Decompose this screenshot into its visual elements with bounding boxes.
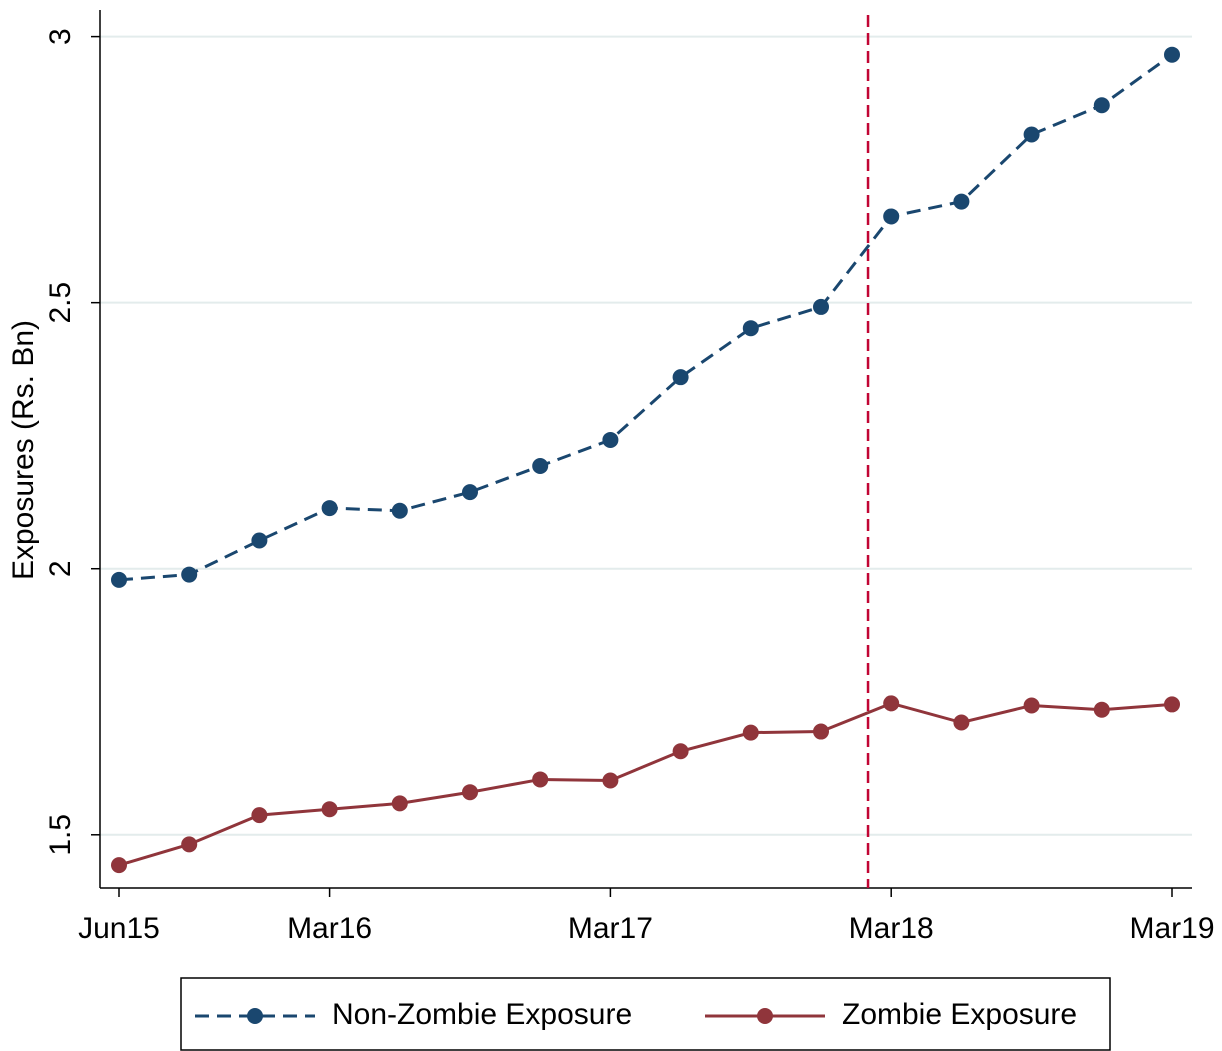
point [321, 801, 338, 818]
point [181, 836, 198, 853]
legend-box [180, 977, 1111, 1051]
point [602, 772, 619, 789]
point [251, 532, 268, 549]
point [111, 857, 127, 874]
point [953, 714, 970, 731]
point [321, 500, 338, 517]
point [1023, 697, 1040, 714]
x-tick-label: Mar16 [287, 912, 372, 945]
point [1093, 97, 1110, 114]
point [391, 795, 408, 812]
point [1164, 46, 1180, 63]
point [742, 724, 759, 741]
point [532, 771, 549, 788]
point [1093, 701, 1110, 718]
point [742, 320, 759, 337]
point [462, 484, 478, 501]
point [672, 743, 689, 760]
point [462, 784, 478, 801]
y-tick-label: 3 [44, 28, 77, 45]
x-tick-label: Mar17 [568, 912, 653, 945]
point [883, 208, 900, 225]
point [251, 807, 268, 824]
x-tick-label: Mar19 [1129, 912, 1214, 945]
legend-marker [757, 1008, 773, 1024]
legend-marker [247, 1008, 263, 1024]
point [181, 566, 198, 583]
x-tick-label: Mar18 [849, 912, 934, 945]
series-line [118, 53, 1173, 582]
point [883, 695, 900, 712]
legend-item: Zombie Exposure [705, 998, 1077, 1031]
point [813, 723, 829, 740]
point [813, 298, 829, 315]
y-axis-label: Exposures (Rs. Bn) [7, 320, 40, 580]
point [1164, 696, 1180, 713]
legend-label: Non-Zombie Exposure [332, 998, 632, 1031]
point [602, 431, 619, 448]
x-tick-label: Jun15 [78, 912, 160, 945]
legend-item: Non-Zombie Exposure [195, 998, 632, 1031]
y-tick-label: 2.5 [44, 282, 77, 324]
point [1023, 126, 1040, 143]
point [111, 571, 127, 588]
y-tick-label: 2 [44, 560, 77, 577]
y-tick-label: 1.5 [44, 814, 77, 856]
point [672, 369, 689, 386]
point [532, 458, 549, 475]
point [953, 193, 970, 210]
series-line [118, 701, 1173, 867]
point [391, 502, 408, 519]
legend-label: Zombie Exposure [842, 998, 1077, 1031]
